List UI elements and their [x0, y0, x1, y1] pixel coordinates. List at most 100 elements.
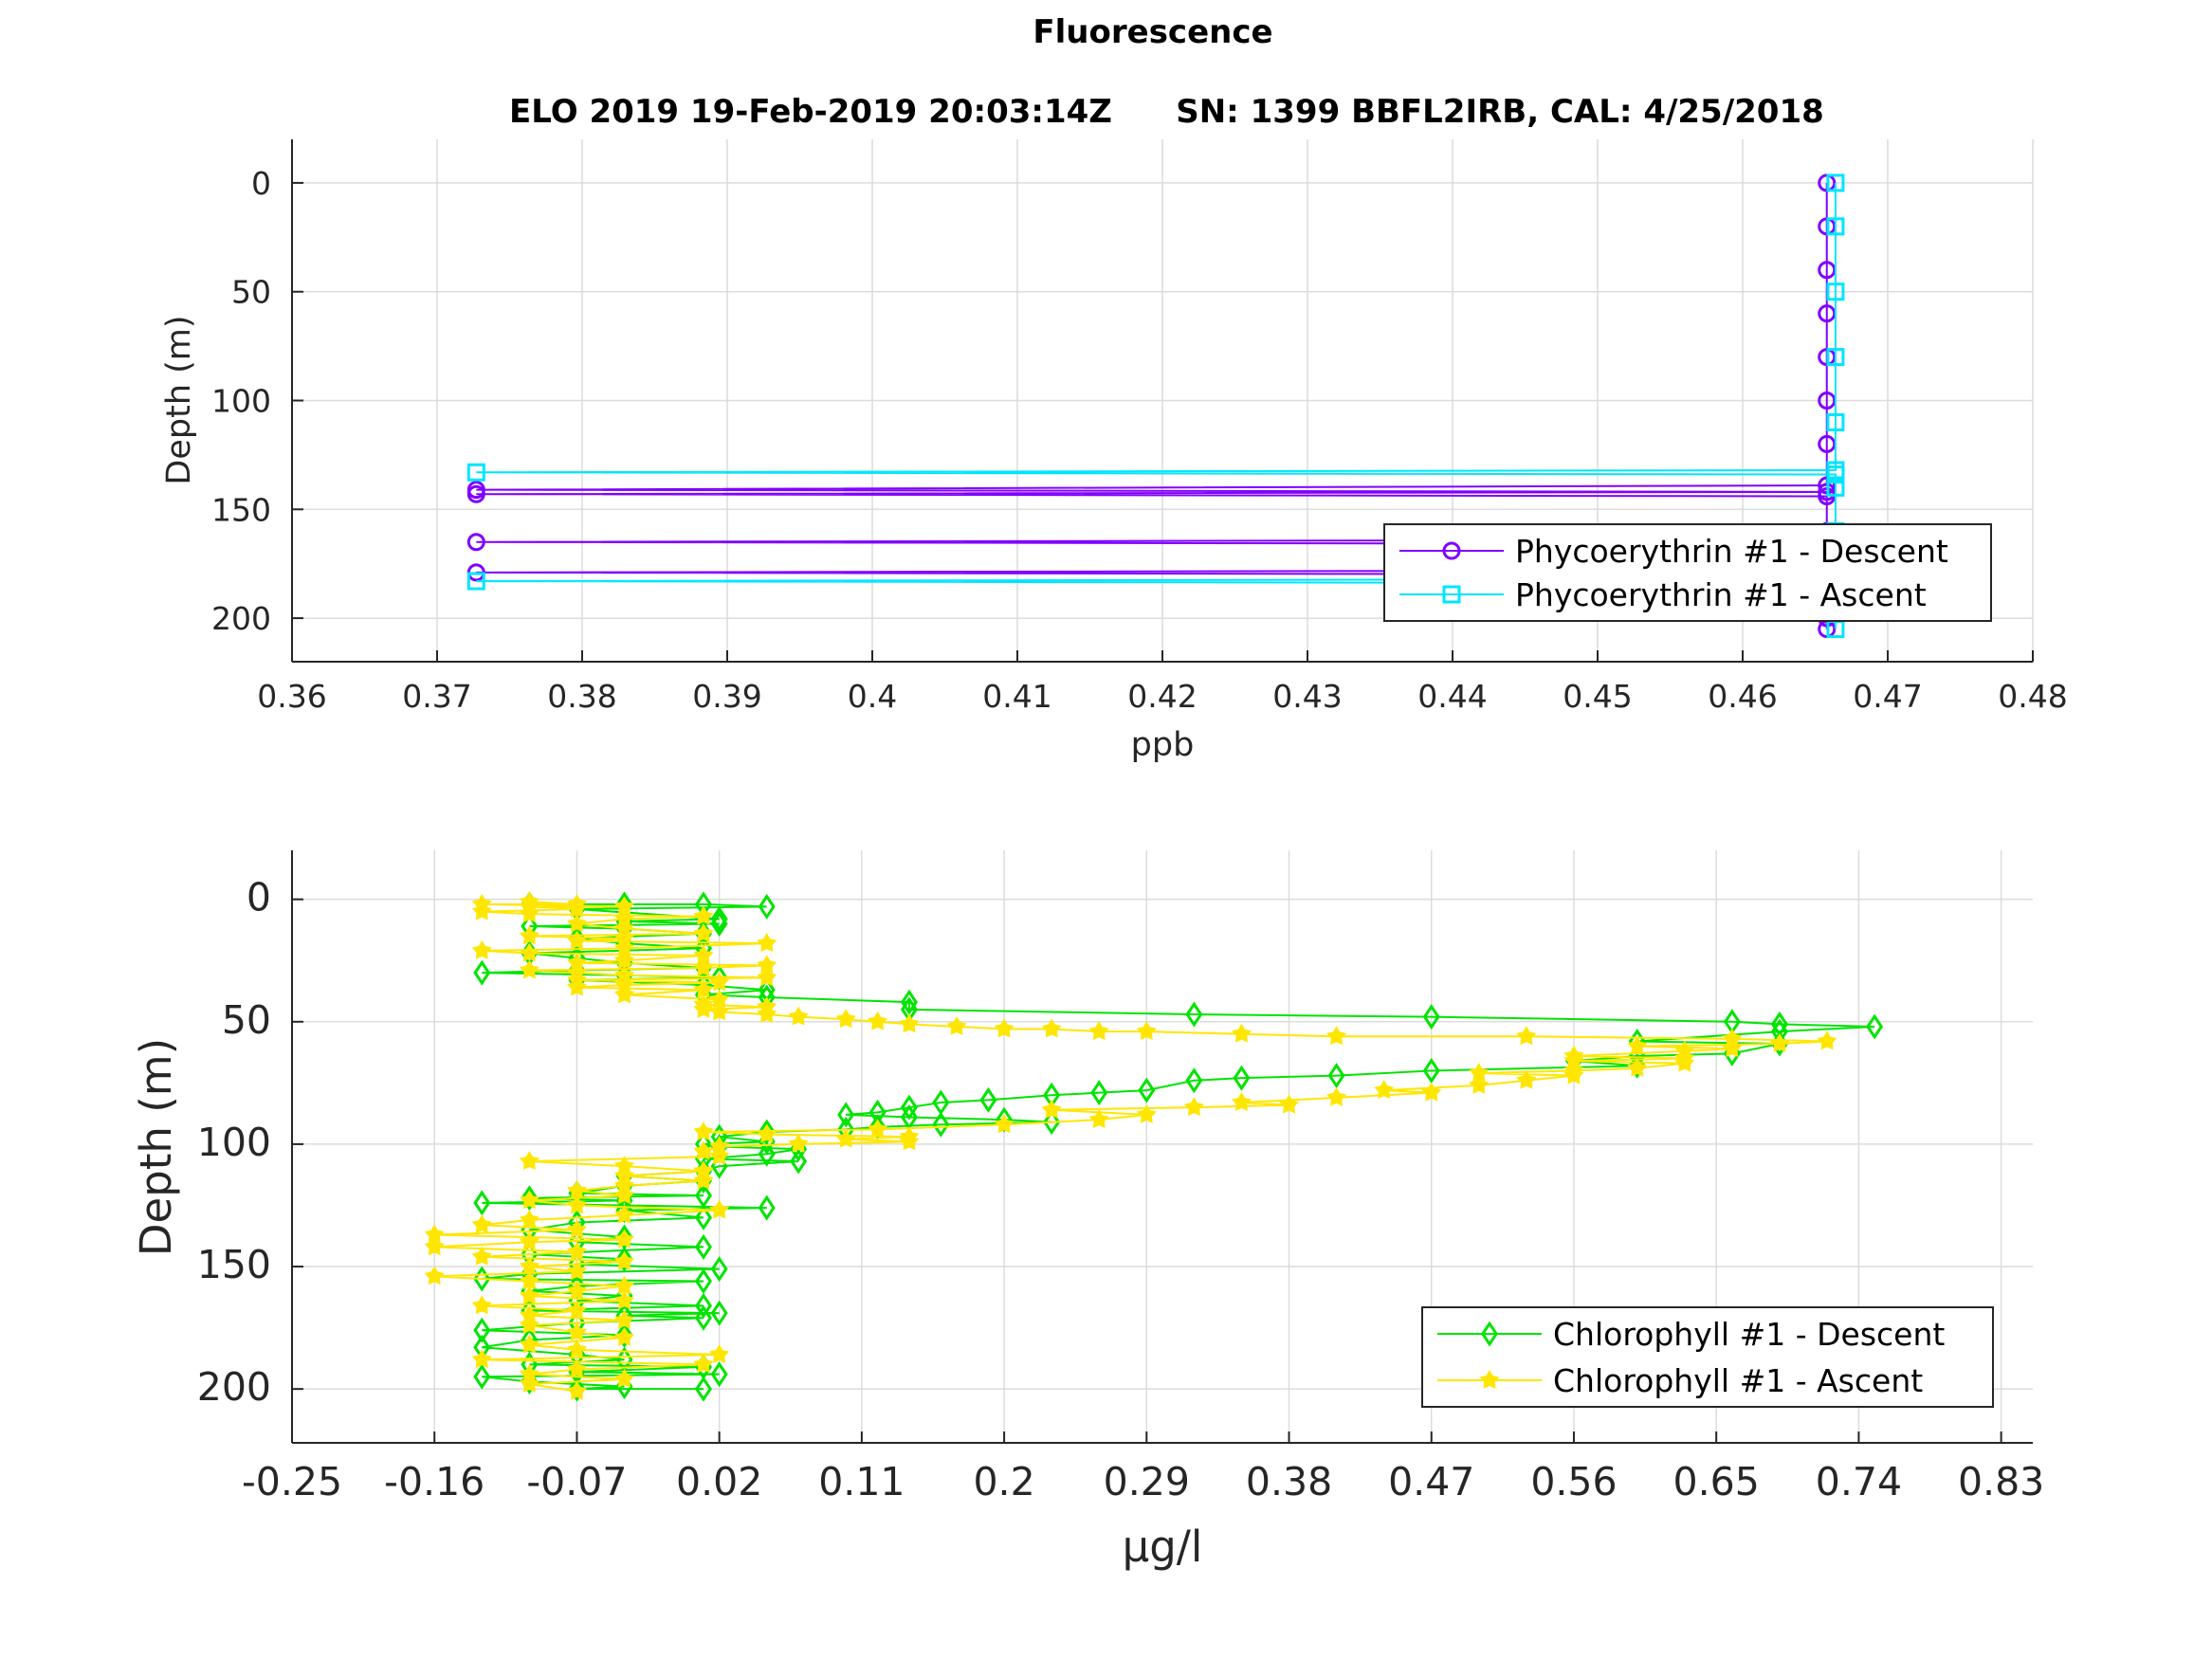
data-point — [473, 1317, 491, 1343]
x-tick-label: 0.48 — [1998, 678, 2067, 715]
x-tick-label: -0.16 — [384, 1459, 484, 1504]
data-point — [788, 1006, 809, 1026]
x-tick-label: 0.11 — [818, 1459, 905, 1504]
data-point — [473, 1363, 491, 1390]
x-tick-label: 0.4 — [848, 678, 897, 715]
data-point — [1769, 1033, 1790, 1052]
y-tick-label: 0 — [247, 875, 271, 921]
data-point — [614, 927, 634, 947]
data-point — [566, 1219, 587, 1239]
data-point — [1563, 1060, 1584, 1080]
data-point — [614, 908, 634, 928]
data-point — [709, 1344, 730, 1363]
y-tick-label: 100 — [197, 1120, 271, 1165]
data-point — [1326, 1086, 1347, 1106]
data-point — [471, 1295, 492, 1315]
data-point — [693, 922, 714, 942]
legend-box — [1421, 1306, 1994, 1408]
data-point — [1818, 392, 1837, 410]
data-point — [757, 1004, 777, 1023]
data-point — [614, 1156, 634, 1176]
data-point — [1185, 1001, 1203, 1028]
data-point — [694, 1292, 712, 1319]
data-point — [1826, 217, 1845, 236]
data-point — [693, 1160, 714, 1180]
data-point — [471, 893, 492, 913]
data-point — [471, 1214, 492, 1234]
data-point — [709, 1136, 730, 1156]
data-point — [900, 1094, 918, 1121]
data-point — [994, 1114, 1015, 1134]
y-tick-label: 100 — [211, 383, 271, 420]
y-axis-label: Depth (m) — [131, 1038, 181, 1256]
data-point — [709, 1001, 730, 1021]
data-point — [1826, 173, 1845, 192]
data-point — [614, 918, 634, 938]
data-point — [614, 1250, 634, 1270]
top-plot-phycoerythrin: 0.36 0.37 0.38 0.39 0.4 0.41 0.42 0.43 0.44 0.45 0… — [160, 139, 2068, 764]
data-point — [693, 1121, 714, 1140]
data-point — [1183, 1097, 1204, 1117]
data-point — [614, 1229, 634, 1249]
data-point — [1233, 1065, 1251, 1091]
data-point — [899, 1013, 920, 1033]
x-tick-label: 0.2 — [973, 1459, 1034, 1504]
data-point — [1279, 1094, 1299, 1114]
x-tick-label: 0.65 — [1673, 1459, 1760, 1504]
x-tick-label: 0.56 — [1530, 1459, 1617, 1504]
data-point — [614, 1185, 634, 1205]
data-point — [519, 1231, 539, 1251]
data-point — [835, 1128, 856, 1148]
x-tick-label: 0.29 — [1104, 1459, 1190, 1504]
legend-point — [1442, 585, 1461, 604]
x-tick-label: 0.74 — [1816, 1459, 1902, 1504]
data-point — [566, 1261, 587, 1281]
data-point — [1422, 1004, 1440, 1030]
data-point — [519, 1363, 539, 1383]
legend-entry-label: Chlorophyll #1 - Descent — [1553, 1316, 1945, 1353]
data-point — [1826, 412, 1845, 431]
data-point — [1826, 478, 1845, 497]
x-tick-label: 0.42 — [1127, 678, 1197, 715]
data-point — [1516, 1069, 1537, 1089]
data-point — [694, 1304, 712, 1331]
data-point — [1826, 348, 1845, 367]
y-axis-label: Depth (m) — [160, 315, 198, 484]
y-tick-label: 200 — [211, 600, 271, 637]
data-point — [709, 972, 730, 992]
data-point — [1826, 283, 1845, 301]
data-point — [473, 959, 491, 986]
data-point — [519, 1315, 539, 1334]
data-point — [758, 893, 776, 920]
data-point — [693, 945, 714, 964]
legend-entry-label: Phycoerythrin #1 - Descent — [1515, 533, 1948, 570]
data-point — [757, 933, 777, 953]
data-point — [566, 1322, 587, 1341]
data-point — [979, 1086, 997, 1113]
x-axis-label: μg/l — [1123, 1522, 1203, 1572]
data-point — [1374, 1080, 1395, 1099]
data-point — [1232, 1092, 1252, 1111]
data-point — [519, 903, 539, 923]
legend: Phycoerythrin #1 - Descent Phycoerythrin … — [1383, 523, 1992, 622]
data-point — [1041, 1099, 1062, 1119]
legend-point — [1442, 541, 1461, 560]
data-point — [694, 1233, 712, 1260]
data-point — [519, 942, 539, 962]
data-point — [566, 1380, 587, 1400]
legend-entry-label: Phycoerythrin #1 - Ascent — [1515, 576, 1927, 613]
data-point — [1326, 1026, 1347, 1046]
data-point — [471, 1246, 492, 1266]
x-tick-label: 0.44 — [1417, 678, 1487, 715]
data-point — [1327, 1063, 1345, 1089]
data-point — [566, 1241, 587, 1261]
data-point — [519, 1190, 539, 1210]
data-point — [615, 1246, 633, 1272]
data-point — [471, 901, 492, 921]
x-tick-label: 0.47 — [1853, 678, 1922, 715]
data-point — [693, 905, 714, 925]
data-point — [519, 959, 539, 979]
data-point — [566, 952, 587, 972]
data-point — [1563, 1045, 1584, 1065]
